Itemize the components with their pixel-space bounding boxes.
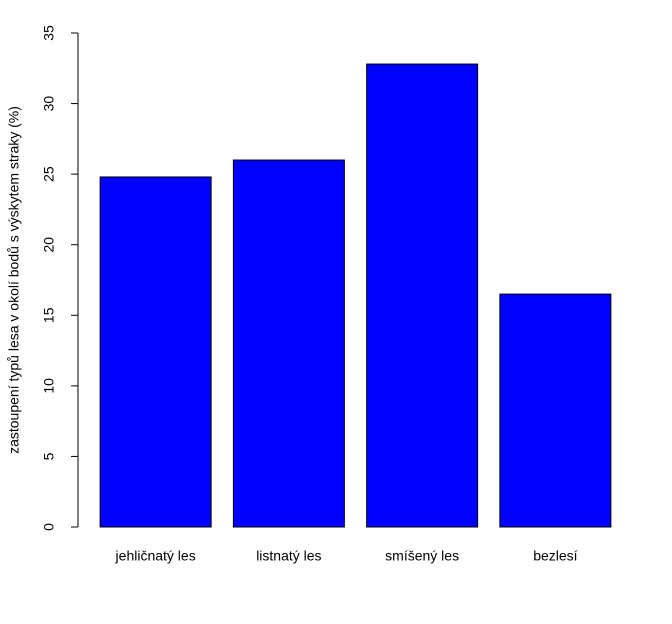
x-tick-label: smíšený les <box>385 548 459 564</box>
y-tick-label: 35 <box>41 25 57 41</box>
bar <box>232 159 345 528</box>
y-axis-label: zastoupení typů lesa v okolí bodů s výsk… <box>6 106 22 454</box>
y-tick-label: 20 <box>41 237 57 253</box>
x-tick-label: bezlesí <box>533 548 577 564</box>
bar <box>99 176 212 528</box>
x-tick-label: jehličnatý les <box>115 548 196 564</box>
y-tick-label: 25 <box>41 166 57 182</box>
y-tick-label: 5 <box>41 452 57 460</box>
y-tick-label: 10 <box>41 378 57 394</box>
bar <box>499 293 612 528</box>
y-tick-label: 30 <box>41 96 57 112</box>
y-tick-label: 0 <box>41 523 57 531</box>
x-tick-label: listnatý les <box>256 548 321 564</box>
bar <box>366 63 479 528</box>
y-tick-label: 15 <box>41 307 57 323</box>
